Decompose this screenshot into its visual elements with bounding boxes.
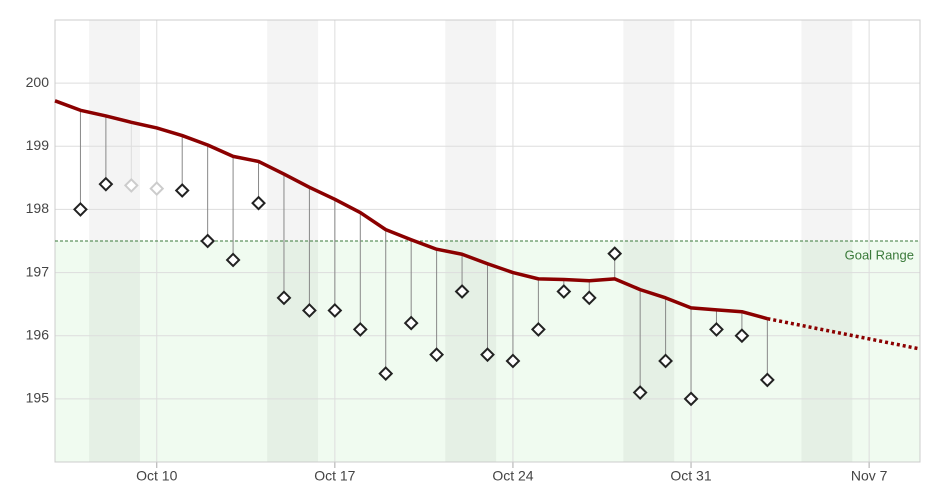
weight-point xyxy=(429,347,445,363)
weight-point xyxy=(200,233,216,249)
x-tick-label: Nov 7 xyxy=(851,468,888,484)
weight-point xyxy=(327,303,343,318)
weight-point xyxy=(73,202,88,217)
weight-point xyxy=(98,176,114,192)
weight-point xyxy=(556,284,572,299)
weight-point xyxy=(454,284,470,299)
weight-point xyxy=(683,391,699,407)
weight-point xyxy=(276,290,292,306)
x-tick-label: Oct 24 xyxy=(492,468,533,484)
weight-point xyxy=(530,321,546,337)
y-tick-label: 197 xyxy=(26,263,50,279)
weight-point xyxy=(607,246,623,262)
weight-point xyxy=(251,195,266,211)
weight-point xyxy=(403,315,419,331)
x-tick-label: Oct 10 xyxy=(136,468,177,484)
weight-point xyxy=(225,252,241,268)
goal-label: Goal Range xyxy=(845,247,914,262)
weight-point xyxy=(581,290,597,306)
trend-line xyxy=(54,99,768,321)
weight-point xyxy=(709,321,724,337)
weight-point xyxy=(632,385,648,400)
weight-point xyxy=(734,328,750,344)
y-tick-label: 196 xyxy=(26,326,50,342)
weight-point xyxy=(505,353,521,369)
weight-point xyxy=(123,178,139,193)
y-tick-label: 199 xyxy=(26,137,50,153)
projection-line xyxy=(767,316,921,351)
weight-point xyxy=(480,347,495,363)
weight-point xyxy=(658,353,674,369)
weight-point xyxy=(301,303,317,318)
weight-point xyxy=(378,366,394,382)
y-tick-label: 195 xyxy=(26,390,50,406)
x-tick-label: Oct 31 xyxy=(670,468,711,484)
y-tick-label: 200 xyxy=(26,74,50,90)
x-tick-label: Oct 17 xyxy=(314,468,355,484)
weight-point xyxy=(174,183,190,198)
y-tick-label: 198 xyxy=(26,200,50,216)
weight-point xyxy=(759,372,775,388)
weight-point xyxy=(149,181,165,197)
weight-point xyxy=(352,321,368,337)
